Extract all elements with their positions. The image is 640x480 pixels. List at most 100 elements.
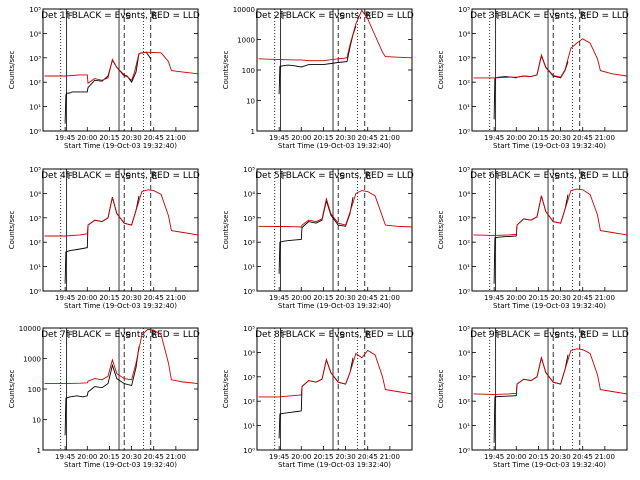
- x-axis-label: Start Time (19-Oct-03 19:32:40): [493, 142, 606, 150]
- plot-frame: [471, 8, 628, 132]
- y-tick-label: 10³: [458, 374, 470, 382]
- panel-title: Det 5f BLACK = Events, RED = LLD: [255, 171, 414, 181]
- plot-frame: [256, 327, 413, 451]
- y-tick-label: 10¹: [243, 423, 255, 431]
- y-tick-label: 10²: [243, 398, 255, 406]
- event-marker: S: [125, 12, 131, 22]
- x-tick-label: 20:45: [573, 453, 593, 461]
- y-tick-label: 1000: [237, 37, 255, 45]
- panel-9: Det 9f BLACK = Events, RED = LLD 10⁰ 10¹ 10…: [437, 325, 629, 469]
- y-tick-label: 10⁵: [458, 166, 470, 174]
- x-tick-label: 20:45: [573, 294, 593, 302]
- event-marker: S: [125, 331, 131, 341]
- y-tick-label: 1000: [23, 356, 41, 364]
- y-tick-label: 10⁵: [458, 6, 470, 14]
- y-tick-label: 10: [32, 417, 41, 425]
- x-tick-label: 20:45: [144, 134, 164, 142]
- x-tick-label: 21:00: [595, 453, 615, 461]
- series-black: [278, 197, 354, 274]
- y-tick-label: 10⁰: [458, 128, 470, 136]
- y-axis-label: Counts/sec: [437, 211, 445, 250]
- series-black: [278, 357, 354, 439]
- y-tick-label: 10⁰: [243, 447, 255, 455]
- event-marker: F: [282, 12, 287, 22]
- event-marker: F: [68, 331, 73, 341]
- x-tick-label: 19:45: [269, 453, 289, 461]
- x-tick-label: 20:15: [99, 134, 119, 142]
- event-marker: S: [554, 172, 560, 182]
- x-tick-label: 21:00: [380, 134, 400, 142]
- x-tick-label: 20:00: [506, 294, 526, 302]
- x-tick-label: 20:30: [121, 453, 141, 461]
- x-tick-label: 21:00: [380, 453, 400, 461]
- y-axis-label: Counts/sec: [222, 211, 230, 250]
- plot-frame: [42, 8, 199, 132]
- event-marker: F: [497, 331, 502, 341]
- x-tick-label: 20:45: [358, 134, 378, 142]
- panel-1: Det 1f BLACK = Events, RED = LLD 10⁰ 10¹ 10…: [8, 6, 200, 150]
- event-marker: S: [125, 172, 131, 182]
- x-tick-label: 20:45: [144, 294, 164, 302]
- x-tick-label: 20:00: [77, 294, 97, 302]
- panel-title: Det 2f BLACK = Events, RED = LLD: [255, 11, 414, 21]
- x-tick-label: 20:15: [313, 294, 333, 302]
- panel-title: Det 8f BLACK = Events, RED = LLD: [255, 330, 414, 340]
- y-tick-label: 10²: [458, 79, 470, 87]
- y-tick-label: 10⁰: [458, 288, 470, 296]
- y-tick-label: 10³: [29, 215, 41, 223]
- event-marker: E: [366, 331, 372, 341]
- event-marker: E: [366, 172, 372, 182]
- y-tick-label: 10⁰: [243, 288, 255, 296]
- x-tick-label: 21:00: [595, 134, 615, 142]
- panel-4: Det 4f BLACK = Events, RED = LLD 10⁰ 10¹ 10…: [8, 166, 200, 310]
- x-tick-label: 20:00: [506, 134, 526, 142]
- x-axis-label: Start Time (19-Oct-03 19:32:40): [278, 302, 391, 310]
- panel-title: Det 6f BLACK = Events, RED = LLD: [470, 171, 629, 181]
- series-red: [473, 188, 628, 236]
- x-axis-label: Start Time (19-Oct-03 19:32:40): [64, 142, 177, 150]
- series-red: [44, 328, 199, 385]
- x-tick-label: 20:45: [144, 453, 164, 461]
- series-red: [44, 51, 199, 85]
- x-tick-label: 20:00: [506, 453, 526, 461]
- x-tick-label: 20:00: [291, 134, 311, 142]
- y-tick-label: 10³: [29, 55, 41, 63]
- y-tick-label: 10⁴: [243, 190, 255, 198]
- x-tick-label: 21:00: [166, 294, 186, 302]
- y-tick-label: 10⁵: [29, 166, 41, 174]
- x-tick-label: 20:45: [358, 453, 378, 461]
- y-tick-label: 10⁴: [29, 190, 41, 198]
- x-tick-label: 19:45: [484, 294, 504, 302]
- x-axis-label: Start Time (19-Oct-03 19:32:40): [64, 461, 177, 469]
- series-red: [473, 348, 628, 395]
- y-tick-label: 10²: [29, 79, 41, 87]
- x-axis-label: Start Time (19-Oct-03 19:32:40): [278, 142, 391, 150]
- x-tick-label: 20:15: [313, 453, 333, 461]
- x-tick-label: 20:45: [573, 134, 593, 142]
- series-black: [493, 54, 569, 120]
- x-tick-label: 20:00: [291, 294, 311, 302]
- y-axis-label: Counts/sec: [8, 51, 16, 90]
- y-tick-label: 10¹: [29, 104, 41, 112]
- panel-5: Det 5f BLACK = Events, RED = LLD 10⁰ 10¹ 10…: [222, 166, 414, 310]
- x-tick-label: 21:00: [166, 453, 186, 461]
- event-marker: E: [581, 12, 587, 22]
- event-marker: S: [554, 331, 560, 341]
- x-tick-label: 20:15: [528, 294, 548, 302]
- x-tick-label: 20:00: [291, 453, 311, 461]
- panel-3: Det 3f BLACK = Events, RED = LLD 10⁰ 10¹ 10…: [437, 6, 629, 150]
- y-tick-label: 10¹: [458, 264, 470, 272]
- series-black: [64, 346, 140, 436]
- x-tick-label: 21:00: [166, 134, 186, 142]
- event-marker: E: [152, 172, 158, 182]
- event-marker: E: [366, 12, 372, 22]
- plot-frame: [471, 168, 628, 292]
- y-tick-label: 100: [28, 386, 41, 394]
- panel-7: Det 7f BLACK = Events, RED = LLD 1 10 100 10…: [8, 325, 200, 469]
- y-tick-label: 10⁵: [29, 6, 41, 14]
- y-axis-label: Counts/sec: [437, 51, 445, 90]
- x-tick-label: 21:00: [380, 294, 400, 302]
- y-axis-label: Counts/sec: [437, 370, 445, 409]
- event-marker: E: [581, 172, 587, 182]
- x-axis-label: Start Time (19-Oct-03 19:32:40): [493, 302, 606, 310]
